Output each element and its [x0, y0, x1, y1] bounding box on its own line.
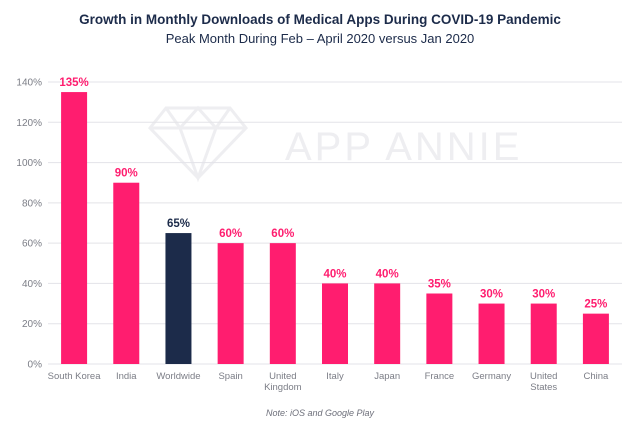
- x-tick-label: Italy: [326, 371, 344, 382]
- watermark-text: APP ANNIE: [285, 125, 522, 169]
- y-tick-label: 0%: [28, 360, 43, 371]
- y-tick-label: 120%: [16, 118, 42, 129]
- data-label: 40%: [323, 268, 346, 280]
- data-label: 60%: [271, 228, 294, 240]
- chart-note: Note: iOS and Google Play: [265, 408, 375, 418]
- bar: [322, 283, 348, 364]
- x-tick-label: India: [116, 371, 137, 382]
- diamond-logo-icon: [148, 105, 248, 183]
- x-tick-label: United: [530, 371, 557, 382]
- data-label: 60%: [219, 228, 242, 240]
- x-tick-label: Japan: [374, 371, 400, 382]
- data-label: 90%: [115, 168, 138, 180]
- data-label: 30%: [480, 289, 503, 301]
- x-tick-label: Germany: [472, 371, 511, 382]
- x-tick-label: Worldwide: [156, 371, 200, 382]
- y-tick-label: 80%: [22, 198, 42, 209]
- y-tick-label: 140%: [16, 78, 42, 89]
- x-tick-label: States: [530, 382, 557, 393]
- bar: [61, 92, 88, 365]
- x-tick-label: France: [425, 371, 455, 382]
- data-label: 35%: [428, 279, 451, 291]
- bar: [582, 313, 609, 364]
- bar: [426, 293, 453, 364]
- app-annie-watermark: APP ANNIE: [148, 105, 522, 183]
- y-tick-label: 100%: [16, 158, 42, 169]
- x-tick-label: China: [583, 371, 609, 382]
- bar: [478, 303, 505, 364]
- y-tick-label: 20%: [22, 319, 42, 330]
- x-tick-label: Spain: [218, 371, 242, 382]
- data-label: 40%: [376, 268, 399, 280]
- data-label: 30%: [532, 289, 555, 301]
- x-tick-label: United: [269, 371, 296, 382]
- data-label: 135%: [59, 77, 88, 89]
- bar: [374, 283, 401, 364]
- x-tick-label: Kingdom: [264, 382, 302, 393]
- chart-subtitle: Peak Month During Feb – April 2020 versu…: [165, 31, 475, 46]
- data-label: 25%: [584, 299, 607, 311]
- bar: [217, 243, 244, 364]
- data-label: 65%: [167, 218, 190, 230]
- bar: [113, 182, 140, 364]
- x-tick-label: South Korea: [48, 371, 102, 382]
- chart-title: Growth in Monthly Downloads of Medical A…: [79, 12, 561, 27]
- y-tick-label: 40%: [22, 279, 42, 290]
- bar: [530, 303, 557, 364]
- y-tick-label: 60%: [22, 239, 42, 250]
- bar: [165, 233, 192, 364]
- bar: [269, 243, 296, 364]
